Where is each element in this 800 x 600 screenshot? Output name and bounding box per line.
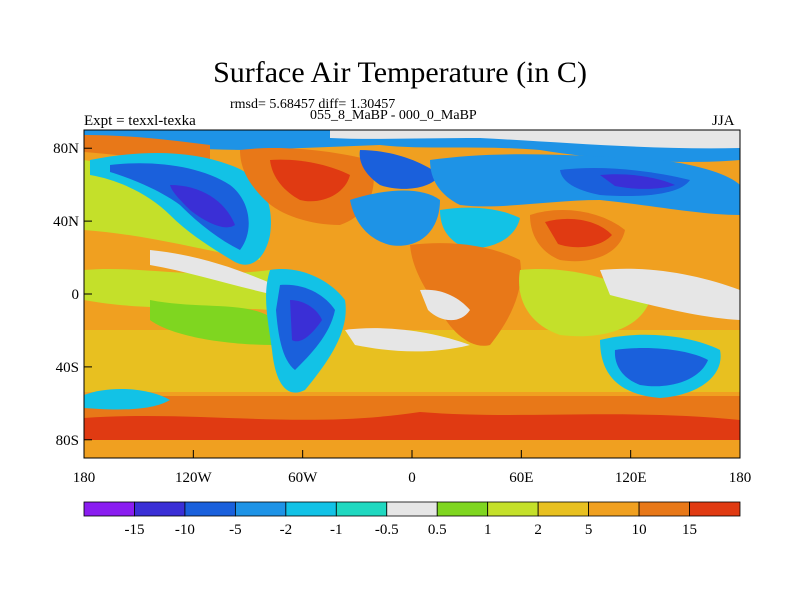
colorbar-label: -10	[175, 522, 195, 538]
field-norwegian-sea	[359, 150, 440, 189]
colorbar-label: -0.5	[375, 522, 399, 538]
y-tick-label: 80N	[53, 141, 79, 157]
colorbar-swatch	[689, 501, 741, 517]
temperature-field	[84, 130, 740, 458]
colorbar-label: 10	[632, 522, 647, 538]
x-axis: 180 120W 60W 0 60E 120E 180	[73, 450, 752, 486]
field-cold-tongue	[150, 250, 275, 295]
field-south-atlantic-neutral	[345, 328, 470, 352]
x-tick-label: 60W	[288, 470, 318, 486]
field-africa	[410, 243, 521, 346]
x-tick-label: 180	[73, 470, 96, 486]
x-tick-label: 0	[408, 470, 416, 486]
colorbar-swatch	[234, 501, 287, 517]
field-north-atlantic	[350, 190, 440, 246]
season-label: JJA	[712, 113, 735, 129]
colorbar-swatch	[588, 501, 640, 517]
field-antarctic-edge	[84, 440, 740, 458]
x-tick-label: 120E	[615, 470, 647, 486]
field-north-america-core	[170, 185, 235, 228]
colorbar-label: 1	[484, 522, 492, 538]
y-axis: 80N 40N 0 40S 80S	[53, 141, 92, 449]
colorbar-swatch	[285, 501, 337, 517]
field-greenland-hot	[270, 159, 350, 202]
experiment-subtitle: 055_8_MaBP - 000_0_MaBP	[310, 108, 477, 123]
field-south-pacific-patch	[84, 388, 170, 410]
colorbar-label: 5	[585, 522, 593, 538]
colorbar-label: 0.5	[428, 522, 447, 538]
field-central-asia-hot	[545, 218, 612, 248]
field-antarctic-core	[84, 412, 740, 440]
field-siberia-core	[600, 174, 675, 189]
experiment-label: Expt = texxl-texka	[84, 113, 196, 129]
colorbar-swatch	[638, 501, 690, 517]
field-australia-core	[614, 348, 708, 387]
colorbar-swatch	[184, 501, 236, 517]
field-pacific-south	[150, 300, 275, 345]
y-tick-label: 80S	[56, 433, 79, 449]
colorbar-swatch	[83, 501, 135, 517]
colorbar-swatch	[537, 501, 590, 517]
field-europe	[440, 207, 520, 249]
colorbar-swatch	[134, 501, 186, 517]
colorbar-label: 2	[534, 522, 542, 538]
colorbar-swatch	[436, 501, 489, 517]
colorbar-label: -2	[280, 522, 293, 538]
y-tick-label: 40N	[53, 214, 79, 230]
colorbar-label: 15	[682, 522, 697, 538]
x-tick-label: 120W	[175, 470, 213, 486]
colorbar: -15 -10 -5 -2 -1 -0.5 0.5 1 2 5 10 15	[83, 501, 741, 538]
x-tick-label: 60E	[509, 470, 533, 486]
field-bering-warm	[84, 135, 210, 160]
field-maritime-neutral	[600, 268, 740, 320]
colorbar-label: -5	[229, 522, 242, 538]
colorbar-label: -1	[330, 522, 343, 538]
field-north-america-mid	[110, 163, 249, 250]
field-africa-neutral	[420, 289, 470, 321]
field-south-america-core	[290, 300, 322, 342]
colorbar-label: -15	[124, 522, 144, 538]
colorbar-swatch	[487, 501, 539, 517]
y-tick-label: 0	[72, 287, 80, 303]
x-tick-label: 180	[729, 470, 752, 486]
field-arctic-neutral	[330, 130, 740, 149]
map-title: Surface Air Temperature (in C)	[213, 56, 587, 89]
y-tick-label: 40S	[56, 360, 79, 376]
colorbar-swatch	[335, 501, 388, 517]
rmsd-diff-stats: rmsd= 5.68457 diff= 1.30457	[230, 97, 396, 112]
colorbar-swatch	[386, 501, 438, 517]
